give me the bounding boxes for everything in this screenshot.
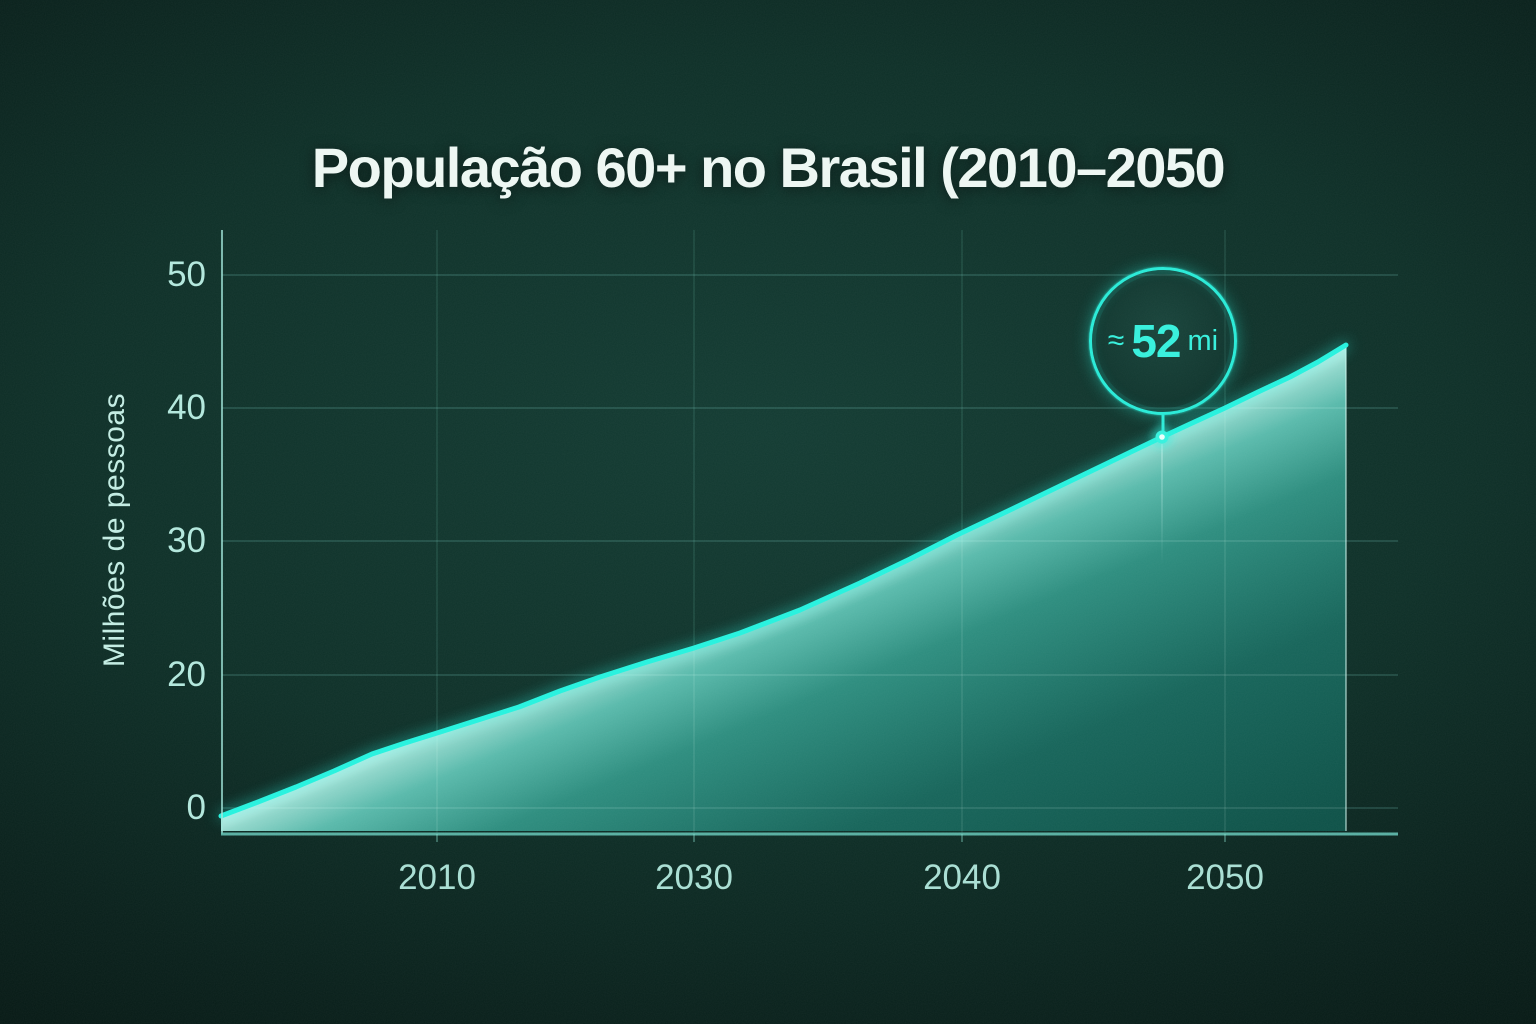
y-tick-label: 0 <box>186 788 206 827</box>
x-tick-label: 2040 <box>923 858 1001 897</box>
x-tick-label: 2030 <box>655 858 733 897</box>
annotation-approx-symbol: ≈ <box>1107 324 1125 357</box>
x-tick-label: 2050 <box>1186 858 1264 897</box>
x-tick-label: 2010 <box>398 858 476 897</box>
annotation-value: 52 <box>1131 315 1181 367</box>
y-tick-label: 20 <box>167 655 206 694</box>
annotation-bubble: ≈ 52 mi <box>1089 267 1237 415</box>
annotation-unit: mi <box>1187 324 1219 357</box>
y-tick-label: 50 <box>167 255 206 294</box>
y-tick-label: 40 <box>167 388 206 427</box>
y-tick-label: 30 <box>167 521 206 560</box>
